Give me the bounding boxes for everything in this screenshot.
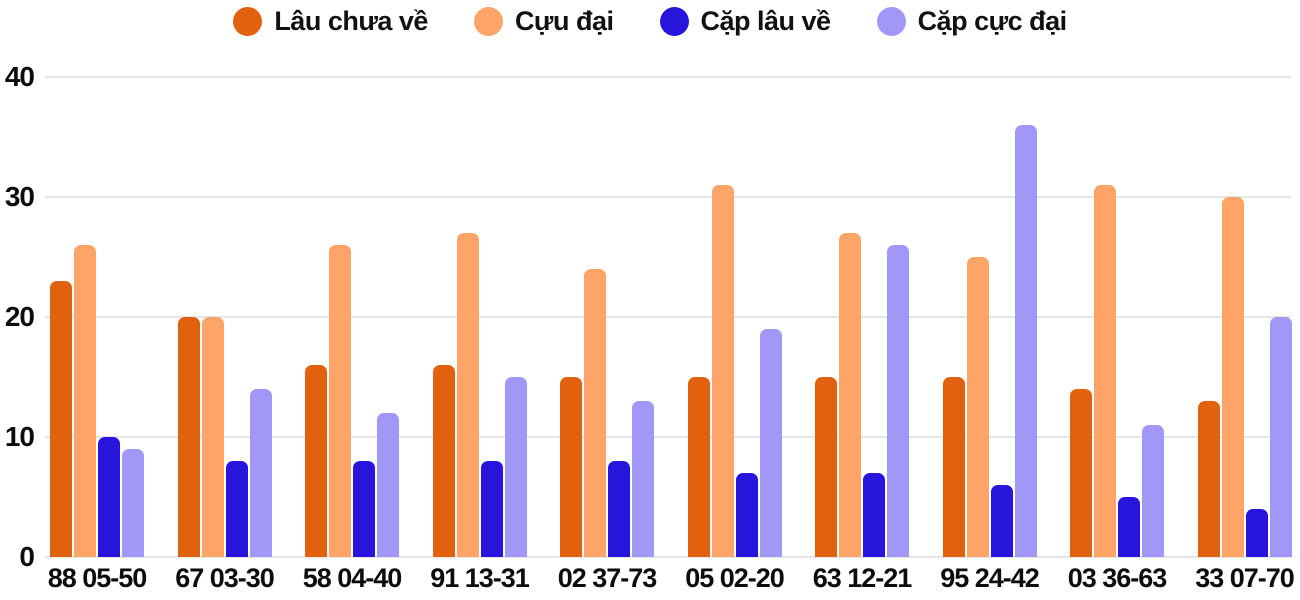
legend-label: Cặp cực đại bbox=[917, 6, 1068, 36]
gridline-y-10 bbox=[45, 436, 1291, 438]
bar-group-33 07-70 bbox=[1197, 197, 1292, 557]
bar-Cặp cực đại-02 37-73 bbox=[632, 401, 654, 557]
bar-group-03 36-63 bbox=[1070, 185, 1164, 557]
bar-Cựu đại-95 24-42 bbox=[966, 257, 989, 557]
bar-Cặp lâu về-33 07-70 bbox=[1245, 509, 1268, 557]
bar-Cựu đại-05 02-20 bbox=[711, 185, 734, 557]
bar-Lâu chưa về-33 07-70 bbox=[1197, 401, 1220, 557]
bar-group-67 03-30 bbox=[177, 317, 272, 557]
bar-Cựu đại-67 03-30 bbox=[201, 317, 224, 557]
chart-legend: Lâu chưa về Cựu đại Cặp lâu về Cặp cực đại bbox=[0, 6, 1300, 37]
x-axis-category-label: 05 02-20 bbox=[685, 563, 785, 593]
bar-Lâu chưa về-03 36-63 bbox=[1070, 389, 1092, 557]
x-axis-category-label: 91 13-31 bbox=[430, 563, 530, 593]
x-axis-category-label: 58 04-40 bbox=[302, 563, 403, 593]
bar-Cặp lâu về-95 24-42 bbox=[990, 485, 1013, 557]
legend-circle-icon bbox=[876, 7, 906, 36]
bar-Lâu chưa về-02 37-73 bbox=[560, 377, 582, 557]
gridline-y-40 bbox=[45, 76, 1291, 78]
bar-Cặp lâu về-03 36-63 bbox=[1118, 497, 1140, 557]
y-axis-tick-label: 0 bbox=[19, 541, 35, 572]
legend-label: Cựu đại bbox=[514, 6, 614, 36]
legend-circle-icon bbox=[473, 7, 503, 36]
gridline-y-20 bbox=[45, 316, 1291, 318]
bar-Cựu đại-03 36-63 bbox=[1094, 185, 1116, 557]
bar-Lâu chưa về-63 12-21 bbox=[815, 377, 837, 557]
bar-Cặp lâu về-05 02-20 bbox=[735, 473, 758, 557]
bar-group-95 24-42 bbox=[942, 125, 1037, 557]
bar-Cặp lâu về-63 12-21 bbox=[863, 473, 885, 557]
bar-Cặp lâu về-91 13-31 bbox=[480, 461, 503, 557]
y-axis-tick-label: 20 bbox=[4, 301, 35, 332]
x-axis-category-label: 02 37-73 bbox=[557, 563, 658, 593]
bar-Cặp cực đại-95 24-42 bbox=[1014, 125, 1037, 557]
bar-group-88 05-50 bbox=[50, 245, 144, 557]
bar-Cặp cực đại-63 12-21 bbox=[887, 245, 909, 557]
bar-Lâu chưa về-91 13-31 bbox=[432, 365, 455, 557]
legend-circle-icon bbox=[659, 7, 689, 36]
bar-group-02 37-73 bbox=[560, 269, 654, 557]
bar-Cặp cực đại-91 13-31 bbox=[504, 377, 527, 557]
bar-Cặp lâu về-58 04-40 bbox=[353, 461, 375, 557]
bar-Lâu chưa về-95 24-42 bbox=[942, 377, 965, 557]
gridline-y-30 bbox=[45, 196, 1291, 198]
legend-item-3[interactable]: Cặp cực đại bbox=[876, 6, 1068, 37]
bar-Lâu chưa về-05 02-20 bbox=[687, 377, 710, 557]
bar-Cựu đại-58 04-40 bbox=[329, 245, 351, 557]
bar-Lâu chưa về-58 04-40 bbox=[305, 365, 327, 557]
bar-Cặp cực đại-05 02-20 bbox=[759, 329, 782, 557]
bar-Cặp cực đại-58 04-40 bbox=[377, 413, 399, 557]
bar-group-05 02-20 bbox=[687, 185, 782, 557]
bar-Cựu đại-33 07-70 bbox=[1221, 197, 1244, 557]
legend-circle-icon bbox=[233, 7, 263, 36]
x-axis-category-label: 95 24-42 bbox=[940, 563, 1040, 593]
y-axis-tick-label: 10 bbox=[4, 421, 35, 452]
bar-group-58 04-40 bbox=[305, 245, 399, 557]
legend-label: Cặp lâu về bbox=[700, 6, 832, 36]
x-axis-category-label: 88 05-50 bbox=[47, 563, 148, 593]
x-axis-category-label: 67 03-30 bbox=[175, 563, 275, 593]
bar-Cặp cực đại-88 05-50 bbox=[122, 449, 144, 557]
legend-item-0[interactable]: Lâu chưa về bbox=[233, 6, 428, 37]
legend-label: Lâu chưa về bbox=[274, 6, 428, 36]
x-axis-category-label: 03 36-63 bbox=[1067, 563, 1168, 593]
bar-Lâu chưa về-67 03-30 bbox=[177, 317, 200, 557]
x-axis-category-label: 33 07-70 bbox=[1195, 563, 1295, 593]
bar-Cựu đại-88 05-50 bbox=[74, 245, 96, 557]
bar-Cựu đại-63 12-21 bbox=[839, 233, 861, 557]
bar-group-91 13-31 bbox=[432, 233, 527, 557]
bar-Cặp lâu về-88 05-50 bbox=[98, 437, 120, 557]
x-axis-category-label: 63 12-21 bbox=[812, 563, 913, 593]
y-axis-tick-label: 30 bbox=[4, 181, 35, 212]
bar-Cặp cực đại-03 36-63 bbox=[1142, 425, 1164, 557]
bar-Cặp lâu về-67 03-30 bbox=[225, 461, 248, 557]
legend-item-2[interactable]: Cặp lâu về bbox=[659, 6, 832, 37]
bar-Cặp cực đại-33 07-70 bbox=[1269, 317, 1292, 557]
bar-Cặp lâu về-02 37-73 bbox=[608, 461, 630, 557]
bar-Cặp cực đại-67 03-30 bbox=[249, 389, 272, 557]
legend-item-1[interactable]: Cựu đại bbox=[473, 6, 614, 37]
y-axis-tick-label: 40 bbox=[4, 61, 35, 92]
bar-Cựu đại-02 37-73 bbox=[584, 269, 606, 557]
bar-Lâu chưa về-88 05-50 bbox=[50, 281, 72, 557]
gridline-y-0 bbox=[45, 556, 1291, 558]
bar-Cựu đại-91 13-31 bbox=[456, 233, 479, 557]
bar-group-63 12-21 bbox=[815, 233, 909, 557]
